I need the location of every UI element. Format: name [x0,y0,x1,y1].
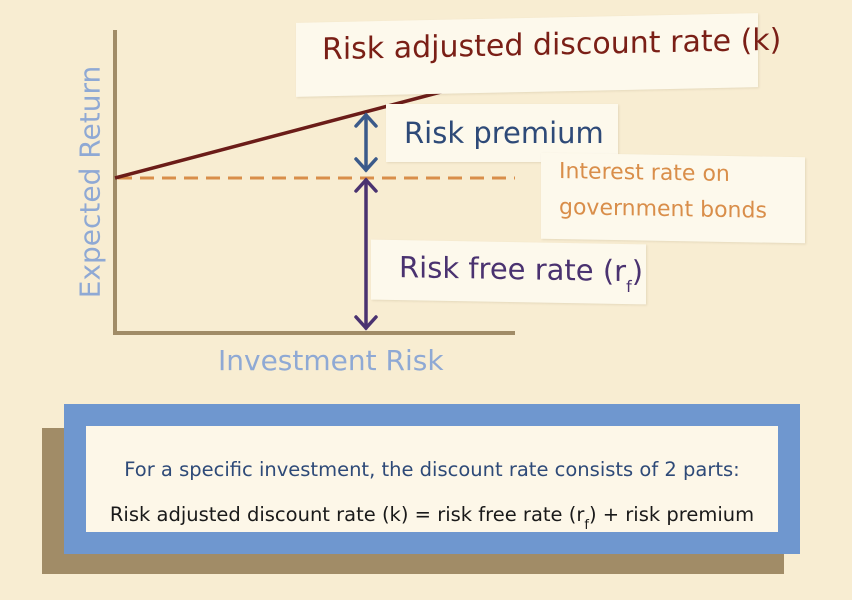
summary-line-2: Risk adjusted discount rate (k) = risk f… [86,503,778,533]
government-bond-line2: government bonds [559,195,767,224]
risk-premium-label: Risk premium [386,104,618,162]
government-bond-line1: Interest rate on [559,159,730,187]
summary-line-2-suffix: ) + risk premium [588,503,755,526]
summary-line-2-subscript: f [584,517,589,533]
risk-free-rate-label: Risk free rate (rf) [371,239,646,305]
risk-premium-arrow [354,112,378,173]
risk-free-subscript: f [626,276,632,296]
summary-line-2-prefix: Risk adjusted discount rate (k) = risk f… [109,503,585,526]
x-axis-label: Investment Risk [218,344,444,377]
y-axis-label: Expected Return [73,65,107,299]
summary-line-1: For a specific investment, the discount … [124,458,740,481]
government-bond-label: Interest rate on government bonds [541,152,805,244]
summary-box: For a specific investment, the discount … [64,404,800,554]
risk-free-suffix: ) [631,254,644,289]
risk-adjusted-rate-text: Risk adjusted discount rate (k) [322,22,782,68]
risk-premium-text: Risk premium [404,116,604,150]
risk-free-prefix: Risk free rate (r [399,250,627,289]
risk-adjusted-rate-line [114,81,476,180]
risk-free-rate-arrow [354,177,378,331]
risk-adjusted-rate-label: Risk adjusted discount rate (k) [296,13,781,97]
risk-free-rate-text: Risk free rate (rf) [399,250,644,296]
